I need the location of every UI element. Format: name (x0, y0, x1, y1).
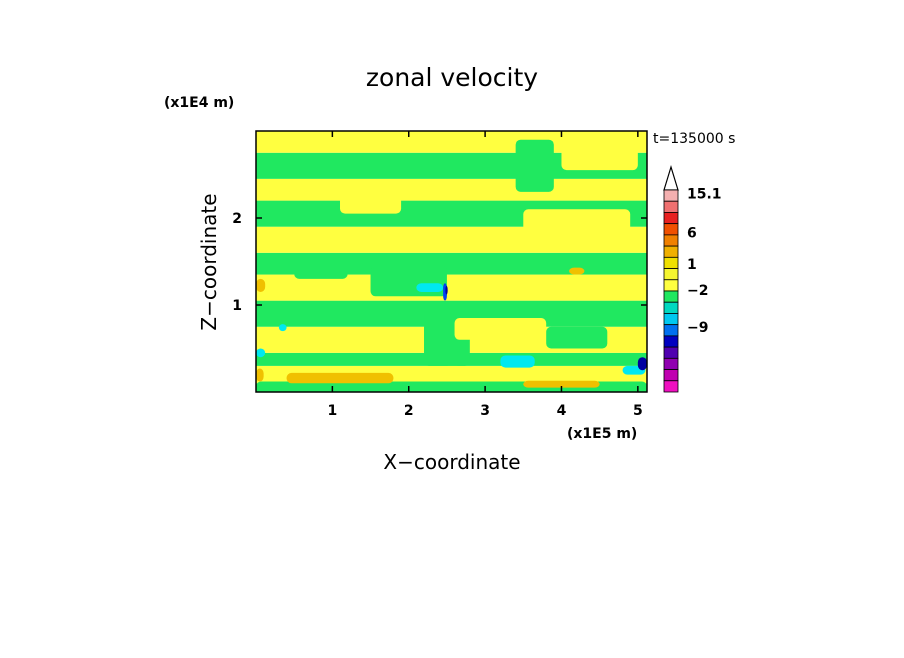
contour-patch-14 (416, 283, 444, 292)
colorbar-swatch (663, 301, 679, 314)
y-tick-label: 1 (232, 298, 242, 314)
x-tick-label: 5 (633, 403, 643, 419)
contour-patch-12 (278, 324, 287, 332)
colorbar-swatch (663, 380, 679, 393)
contour-patch-16 (445, 285, 448, 295)
colorbar-swatch (663, 324, 679, 337)
contour-band-6 (256, 252, 647, 275)
colorbar-label: 15.1 (687, 186, 722, 202)
colorbar-swatch (663, 279, 679, 292)
annotation-time: t=135000 s (653, 131, 735, 147)
colorbar: 15.1 6 1 −2 −9 (663, 164, 722, 393)
chart-title: zonal velocity (366, 63, 538, 92)
colorbar-swatch (663, 357, 679, 370)
colorbar-swatch (663, 290, 679, 303)
y-axis-label: Z−coordinate (197, 193, 221, 330)
x-tick-label: 1 (327, 403, 337, 419)
x-axis-label: X−coordinate (383, 450, 520, 474)
contour-patch-10 (637, 357, 647, 371)
y-ticks: 12 (232, 211, 647, 314)
contour-patch-7 (546, 326, 608, 349)
colorbar-swatch (663, 346, 679, 359)
contour-patch-23 (561, 144, 638, 171)
x-tick-label: 2 (404, 403, 414, 419)
x-tick-label: 4 (557, 403, 567, 419)
colorbar-swatch (663, 268, 679, 281)
colorbar-swatch (663, 313, 679, 326)
x-ticks: 1 2 3 4 5 (327, 131, 643, 419)
contour-patch-4 (443, 365, 463, 379)
contour-patch-20 (523, 209, 631, 236)
colorbar-label: −2 (687, 283, 708, 299)
contour-patch-19 (294, 261, 348, 279)
plot-frame (255, 130, 648, 393)
colorbar-swatch (663, 189, 679, 202)
colorbar-label: 6 (687, 226, 697, 242)
contour-patch-2 (523, 380, 600, 388)
field-layer (256, 131, 647, 392)
contour-patch-1 (286, 372, 394, 384)
colorbar-extend-arrow (663, 164, 679, 191)
colorbar-swatch (663, 234, 679, 247)
contour-patch-22 (515, 139, 554, 192)
contour-patch-18 (256, 278, 266, 292)
colorbar-swatch (663, 212, 679, 225)
colorbar-swatch (663, 200, 679, 213)
colorbar-swatch (663, 245, 679, 258)
contour-patch-11 (256, 348, 266, 358)
contour-patch-6 (454, 318, 547, 340)
contour-patch-8 (500, 355, 535, 368)
colorbar-swatch (663, 223, 679, 236)
contour-patch-17 (569, 267, 585, 275)
contour-patch-21 (340, 191, 402, 214)
x-tick-label: 3 (480, 403, 490, 419)
contour-patch-3 (256, 368, 264, 382)
y-unit-label: (x1E4 m) (164, 95, 234, 111)
contour-band-9 (256, 178, 647, 201)
x-unit-label: (x1E5 m) (567, 426, 637, 442)
colorbar-swatch (663, 256, 679, 269)
colorbar-label: −9 (687, 320, 708, 336)
colorbar-label: 1 (687, 257, 697, 273)
colorbar-swatch (663, 335, 679, 348)
colorbar-swatch (663, 369, 679, 382)
y-tick-label: 2 (232, 211, 242, 227)
